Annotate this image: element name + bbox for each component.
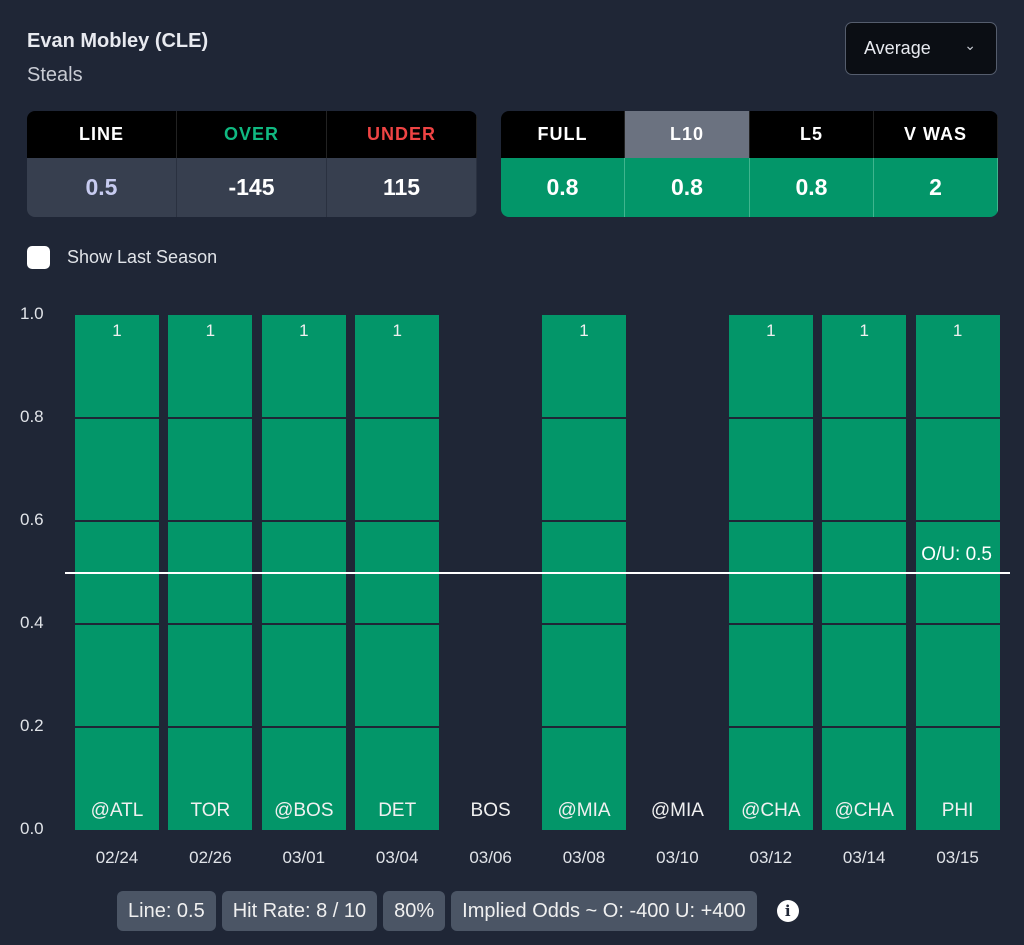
bar [822, 315, 907, 830]
gridline [65, 623, 1010, 625]
bar-value-label: 1 [112, 321, 122, 340]
hit-rate-pill: Hit Rate: 8 / 10 [221, 891, 378, 931]
tab-v-was[interactable]: V WAS [874, 111, 998, 158]
hit-pct-pill: 80% [383, 891, 446, 931]
show-last-season-label: Show Last Season [67, 247, 218, 267]
average-value: 0.8 [501, 158, 625, 217]
gridline [65, 417, 1010, 419]
tab-l5[interactable]: L5 [750, 111, 874, 158]
x-tick-label: 03/01 [282, 848, 326, 867]
bar [75, 315, 159, 830]
info-icon[interactable]: i [776, 900, 799, 922]
averages-table: FULL L10 L5 V WAS 0.8 0.8 0.8 2 [501, 111, 998, 217]
bar-value-label: 1 [392, 321, 402, 340]
tab-full[interactable]: FULL [501, 111, 625, 158]
bar-value-label: 1 [859, 321, 869, 340]
opponent-label: @CHA [834, 800, 894, 821]
bar-value-label: 1 [205, 321, 216, 340]
average-value: 0.8 [625, 158, 750, 217]
implied-odds-pill: Implied Odds ~ O: -400 U: +400 [451, 891, 757, 931]
odds-value-line: 0.5 [27, 158, 177, 217]
y-tick-label: 0.0 [20, 819, 44, 838]
x-tick-label: 03/15 [936, 848, 979, 867]
bar [915, 315, 1000, 830]
bar [261, 315, 346, 830]
opponent-label: @BOS [274, 800, 334, 821]
summary-bar: Line: 0.5 Hit Rate: 8 / 10 80% Implied O… [117, 891, 799, 931]
bar-value-label: 1 [766, 321, 776, 340]
bar-value-label: 1 [952, 321, 963, 340]
average-value: 2 [874, 158, 998, 217]
line-pill: Line: 0.5 [117, 891, 216, 931]
tab-l10[interactable]: L10 [625, 111, 750, 158]
odds-value-over: -145 [177, 158, 327, 217]
x-tick-label: 03/04 [375, 848, 419, 867]
player-name: Evan Mobley (CLE) [27, 30, 209, 52]
y-tick-label: 0.6 [20, 510, 44, 529]
y-tick-label: 1.0 [20, 304, 44, 323]
opponent-label: @MIA [650, 800, 704, 821]
x-tick-label: 03/06 [469, 848, 512, 867]
x-tick-label: 03/08 [562, 848, 606, 867]
opponent-label: DET [378, 800, 417, 821]
over-under-label: O/U: 0.5 [921, 543, 992, 565]
opponent-label: @ATL [90, 800, 144, 821]
chevron-down-icon: ⌄ [964, 37, 976, 53]
bar-value-label: 1 [579, 321, 589, 340]
y-tick-label: 0.4 [20, 613, 44, 632]
bar [542, 315, 626, 830]
opponent-label: BOS [470, 800, 511, 821]
bar [355, 315, 440, 830]
opponent-label: TOR [190, 800, 231, 821]
average-value: 0.8 [750, 158, 874, 217]
x-tick-label: 02/24 [95, 848, 139, 867]
odds-header-under: UNDER [327, 111, 477, 158]
bar [168, 315, 253, 830]
odds-value-under: 115 [327, 158, 477, 217]
x-tick-label: 02/26 [189, 848, 232, 867]
show-last-season-checkbox[interactable] [27, 246, 50, 269]
gridline [65, 520, 1010, 522]
gridline [65, 726, 1010, 728]
odds-header-over: OVER [177, 111, 327, 158]
average-dropdown[interactable]: Average ⌄ [845, 22, 997, 75]
over-under-line [65, 571, 1010, 574]
odds-header-line: LINE [27, 111, 177, 158]
bar-value-label: 1 [299, 321, 309, 340]
x-tick-label: 03/12 [749, 848, 793, 867]
stat-name: Steals [27, 64, 83, 86]
opponent-label: @CHA [741, 800, 801, 821]
bar [728, 315, 813, 830]
y-tick-label: 0.2 [20, 716, 44, 735]
x-tick-label: 03/10 [656, 848, 699, 867]
opponent-label: PHI [941, 800, 974, 821]
odds-table: LINE OVER UNDER 0.5 -145 115 [27, 111, 477, 217]
dropdown-value: Average [864, 38, 931, 58]
opponent-label: @MIA [557, 800, 611, 821]
y-tick-label: 0.8 [20, 407, 44, 426]
x-tick-label: 03/14 [842, 848, 886, 867]
